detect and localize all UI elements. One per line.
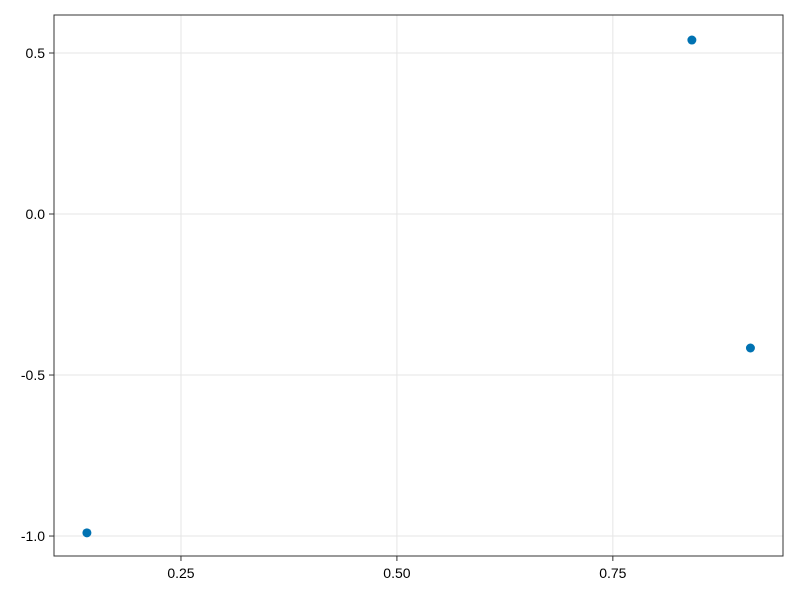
data-point [687, 35, 697, 45]
y-tick-label: -1.0 [21, 528, 45, 544]
y-axis: 0.5 0.0 -0.5 -1.0 [21, 45, 54, 544]
x-tick-label: 0.25 [167, 565, 194, 581]
data-points [82, 35, 755, 538]
x-tick-label: 0.50 [383, 565, 410, 581]
x-tick-label: 0.75 [599, 565, 626, 581]
data-point [82, 528, 92, 538]
y-tick-label: -0.5 [21, 367, 45, 383]
grid [54, 15, 783, 556]
y-tick-label: 0.0 [26, 206, 46, 222]
y-tick-label: 0.5 [26, 45, 46, 61]
plot-frame [53, 14, 784, 557]
data-point [745, 343, 755, 353]
x-axis: 0.25 0.50 0.75 [167, 556, 627, 581]
